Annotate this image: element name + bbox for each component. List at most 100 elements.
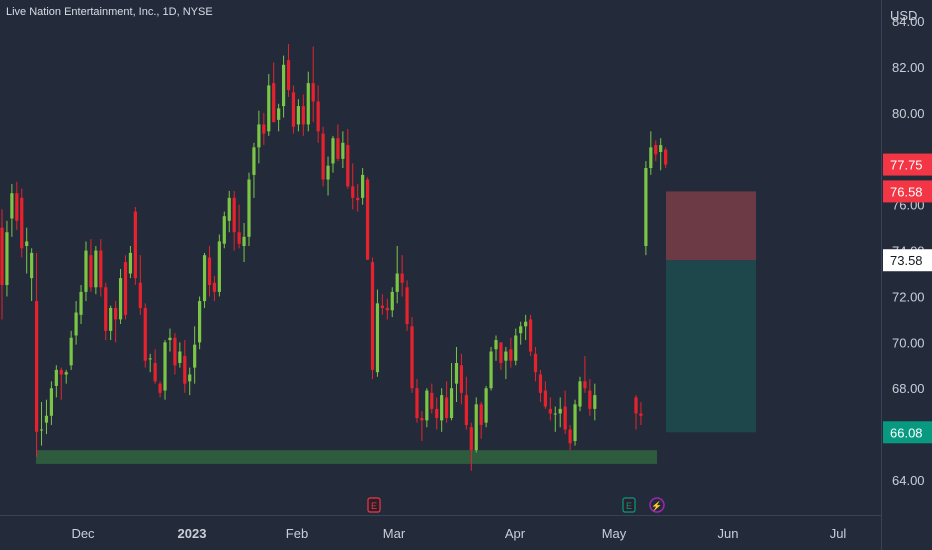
candle: [252, 142, 256, 198]
candle: [469, 422, 473, 471]
candle-body: [212, 282, 217, 292]
candle-body: [64, 372, 68, 375]
candle: [351, 163, 355, 210]
candle-body: [420, 418, 424, 421]
earnings-marker-icon[interactable]: E: [367, 497, 381, 513]
candle: [415, 379, 419, 423]
candle: [153, 349, 157, 384]
candle: [499, 342, 503, 370]
candle: [568, 424, 572, 451]
candle: [262, 112, 266, 146]
candle-body: [390, 291, 394, 311]
candle: [242, 223, 246, 263]
candle-body: [454, 363, 459, 384]
candle: [459, 353, 464, 405]
candle: [39, 402, 44, 446]
candle-body: [553, 413, 557, 415]
dividend-marker-icon[interactable]: ⚡: [649, 497, 665, 513]
candle: [277, 103, 281, 132]
candle-body: [321, 133, 325, 180]
candle: [301, 94, 305, 136]
candle-body: [524, 321, 528, 327]
candle: [578, 376, 582, 412]
position-tool: [666, 191, 756, 433]
candle-body: [425, 390, 429, 421]
candle: [430, 383, 434, 414]
candle: [583, 356, 587, 393]
candle-body: [644, 168, 648, 247]
candle-body: [291, 92, 296, 127]
candle: [237, 204, 241, 249]
candle-body: [123, 262, 128, 315]
candle: [326, 156, 330, 196]
candle: [644, 161, 648, 256]
currency-label: USD: [890, 8, 917, 23]
x-tick-label: 2023: [178, 526, 207, 541]
support-zone-rect[interactable]: [36, 450, 657, 464]
candle: [519, 321, 523, 345]
price-label-text: 66.08: [890, 425, 923, 440]
candle-body: [331, 138, 335, 164]
candle-body: [449, 388, 454, 419]
candle: [365, 177, 370, 260]
earnings-marker-icon[interactable]: E: [622, 497, 636, 513]
price-label-badge: 66.08: [883, 421, 932, 444]
candle: [286, 44, 291, 97]
candle-body: [138, 282, 142, 308]
candle: [59, 367, 63, 400]
candle-body: [435, 408, 439, 419]
candle-body: [370, 262, 375, 370]
candle-body: [445, 397, 449, 419]
candle: [346, 129, 350, 189]
candle-body: [188, 374, 192, 382]
candle: [291, 85, 296, 134]
candle-body: [242, 236, 246, 247]
price-label-text: 77.75: [890, 158, 923, 173]
candle: [74, 301, 78, 345]
candle: [588, 379, 592, 416]
candle: [509, 337, 513, 368]
candle: [395, 246, 399, 304]
x-tick-label: Mar: [383, 526, 406, 541]
candle: [257, 110, 261, 164]
candle: [410, 317, 414, 393]
candle-body: [99, 250, 103, 288]
candle: [54, 365, 58, 398]
candle: [341, 131, 345, 169]
candle-body: [277, 108, 281, 120]
candle: [79, 285, 83, 325]
candle: [217, 234, 221, 297]
candle-body: [267, 85, 271, 132]
candle: [593, 383, 597, 421]
candle: [104, 282, 108, 341]
candle-body: [30, 252, 34, 279]
candle-body: [415, 388, 419, 419]
candle: [654, 140, 658, 162]
candle-body: [118, 278, 123, 320]
candle: [148, 353, 152, 373]
candle-body: [649, 147, 653, 169]
candle: [123, 255, 128, 320]
candle: [380, 294, 384, 315]
candle-body: [659, 145, 663, 152]
take-profit-zone[interactable]: [666, 260, 756, 433]
candle-body: [133, 211, 137, 279]
candle: [361, 168, 365, 205]
candle-body: [198, 301, 202, 343]
price-label-badge: 77.75: [883, 153, 932, 176]
candle: [212, 275, 217, 302]
candle-body: [252, 147, 256, 175]
candle-body: [440, 395, 444, 421]
stop-loss-zone[interactable]: [666, 191, 756, 261]
candle: [173, 333, 177, 375]
candle-body: [430, 392, 434, 409]
candle-body: [89, 255, 93, 288]
price-label-badge: 73.58: [883, 249, 932, 272]
candle: [118, 268, 123, 325]
candle-body: [286, 60, 291, 91]
candle-body: [158, 383, 162, 393]
event-glyph: E: [371, 501, 377, 511]
candle: [400, 255, 404, 297]
y-tick-label: 72.00: [892, 289, 925, 304]
